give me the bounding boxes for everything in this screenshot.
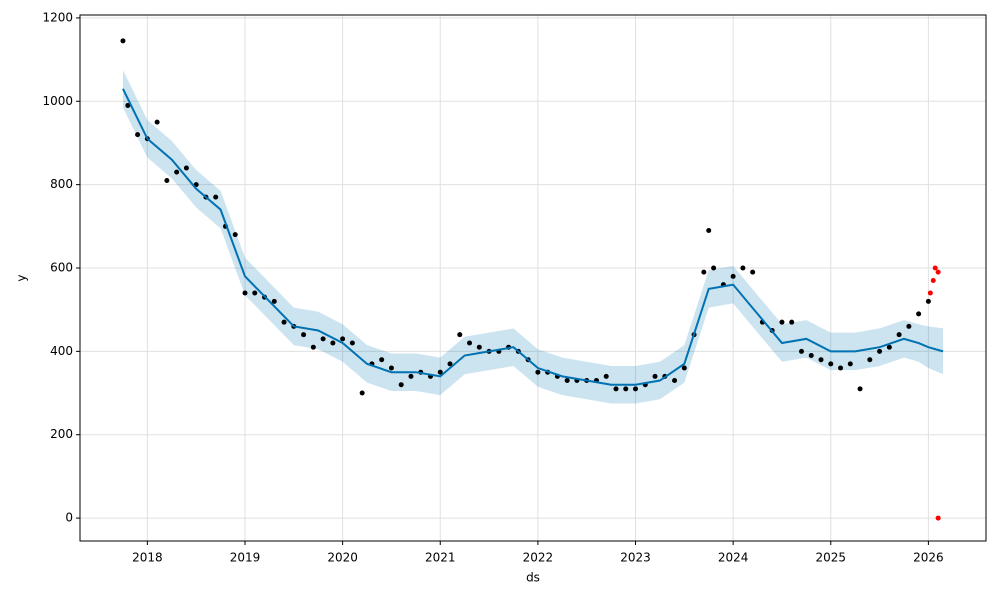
observed-point <box>349 340 355 346</box>
observed-point <box>847 361 853 367</box>
observed-point <box>857 386 863 392</box>
x-axis-label: ds <box>526 571 540 585</box>
observed-point <box>310 344 316 350</box>
x-tick-label: 2021 <box>425 551 456 565</box>
observed-point <box>398 382 404 388</box>
observed-point <box>164 177 170 183</box>
observed-point <box>652 373 658 379</box>
observed-point <box>120 38 126 44</box>
observed-point <box>183 165 189 171</box>
observed-point <box>232 232 238 238</box>
y-tick-label: 600 <box>50 260 73 274</box>
outlier-point <box>935 515 941 521</box>
observed-point <box>340 336 346 342</box>
observed-point <box>706 227 712 233</box>
observed-point <box>916 311 922 317</box>
observed-point <box>779 319 785 325</box>
observed-point <box>886 344 892 350</box>
x-tick-label: 2025 <box>815 551 846 565</box>
observed-point <box>798 348 804 354</box>
x-tick-label: 2023 <box>620 551 651 565</box>
observed-point <box>467 340 473 346</box>
observed-point <box>564 378 570 384</box>
uncertainty-band <box>122 70 944 404</box>
observed-point <box>379 357 385 363</box>
observed-point <box>135 132 141 138</box>
observed-point <box>174 169 180 175</box>
observed-point <box>242 290 248 296</box>
y-axis-label: y <box>15 274 29 281</box>
x-tick-label: 2020 <box>327 551 358 565</box>
x-tick-label: 2024 <box>718 551 749 565</box>
observed-point <box>603 373 609 379</box>
observed-point <box>252 290 258 296</box>
observed-point <box>476 344 482 350</box>
outlier-point <box>935 269 941 275</box>
y-tick-label: 400 <box>50 344 73 358</box>
observed-point <box>730 273 736 279</box>
observed-point <box>828 361 834 367</box>
observed-point <box>408 373 414 379</box>
forecast-line <box>122 88 944 386</box>
observed-point <box>359 390 365 396</box>
observed-point <box>877 348 883 354</box>
observed-point <box>271 298 277 304</box>
observed-point <box>808 353 814 359</box>
observed-point <box>125 102 131 108</box>
observed-point <box>301 332 307 338</box>
y-tick-label: 800 <box>50 177 73 191</box>
observed-point <box>925 298 931 304</box>
observed-point <box>633 386 639 392</box>
observed-point <box>701 269 707 275</box>
outlier-point <box>932 265 938 271</box>
observed-point <box>896 332 902 338</box>
y-tick-label: 200 <box>50 427 73 441</box>
observed-point <box>740 265 746 271</box>
y-tick-label: 1200 <box>42 10 73 24</box>
observed-point <box>681 365 687 371</box>
y-tick-label: 0 <box>65 511 73 525</box>
observed-point <box>906 323 912 329</box>
observed-point <box>330 340 336 346</box>
x-tick-label: 2019 <box>230 551 261 565</box>
outlier-point <box>930 278 936 284</box>
x-tick-label: 2026 <box>913 551 944 565</box>
y-tick-label: 1000 <box>42 94 73 108</box>
observed-point <box>213 194 219 200</box>
observed-point <box>838 365 844 371</box>
observed-point <box>750 269 756 275</box>
x-tick-label: 2018 <box>132 551 163 565</box>
observed-point <box>711 265 717 271</box>
observed-point <box>437 369 443 375</box>
observed-point <box>535 369 541 375</box>
observed-point <box>867 357 873 363</box>
observed-point <box>818 357 824 363</box>
observed-point <box>457 332 463 338</box>
observed-point <box>281 319 287 325</box>
x-tick-label: 2022 <box>523 551 554 565</box>
observed-point <box>447 361 453 367</box>
observed-point <box>672 378 678 384</box>
observed-point <box>613 386 619 392</box>
observed-point <box>789 319 795 325</box>
observed-point <box>320 336 326 342</box>
observed-point <box>623 386 629 392</box>
plot-frame <box>79 14 987 542</box>
outlier-point <box>927 290 933 296</box>
observed-point <box>388 365 394 371</box>
observed-point <box>154 119 160 125</box>
